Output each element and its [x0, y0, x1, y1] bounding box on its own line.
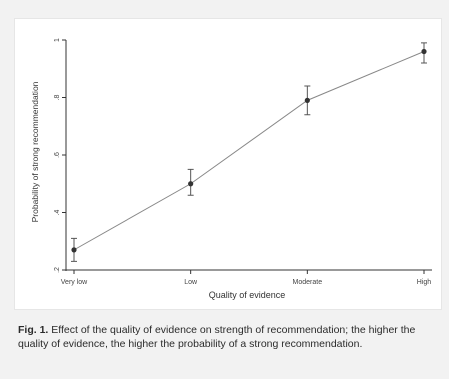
y-tick-label: .8 — [54, 94, 61, 100]
series-line — [73, 51, 425, 251]
y-tick-label: .4 — [54, 209, 61, 215]
figure-caption: Fig. 1. Effect of the quality of evidenc… — [18, 323, 438, 351]
y-axis-label: Probability of strong recommendation — [30, 81, 40, 222]
data-point — [304, 97, 310, 103]
x-tick-label: High — [417, 279, 432, 286]
caption-text: Effect of the quality of evidence on str… — [18, 324, 416, 350]
x-tick-label: Very low — [61, 279, 88, 286]
x-tick-label: Moderate — [293, 279, 323, 286]
x-axis-label: Quality of evidence — [209, 290, 286, 300]
data-point — [188, 181, 194, 187]
figure-panel — [14, 18, 442, 310]
x-tick-label: Low — [184, 279, 198, 286]
y-tick-label: .6 — [54, 152, 61, 158]
y-tick-label: 1 — [54, 38, 61, 42]
chart-axes: .2 .4 .6 .8 1 Very low Low Moderate High — [54, 38, 432, 286]
caption-label: Fig. 1. — [18, 324, 49, 336]
chart-marks — [71, 42, 427, 262]
data-point — [71, 247, 77, 253]
data-point — [421, 48, 427, 55]
y-tick-label: .2 — [54, 267, 61, 273]
